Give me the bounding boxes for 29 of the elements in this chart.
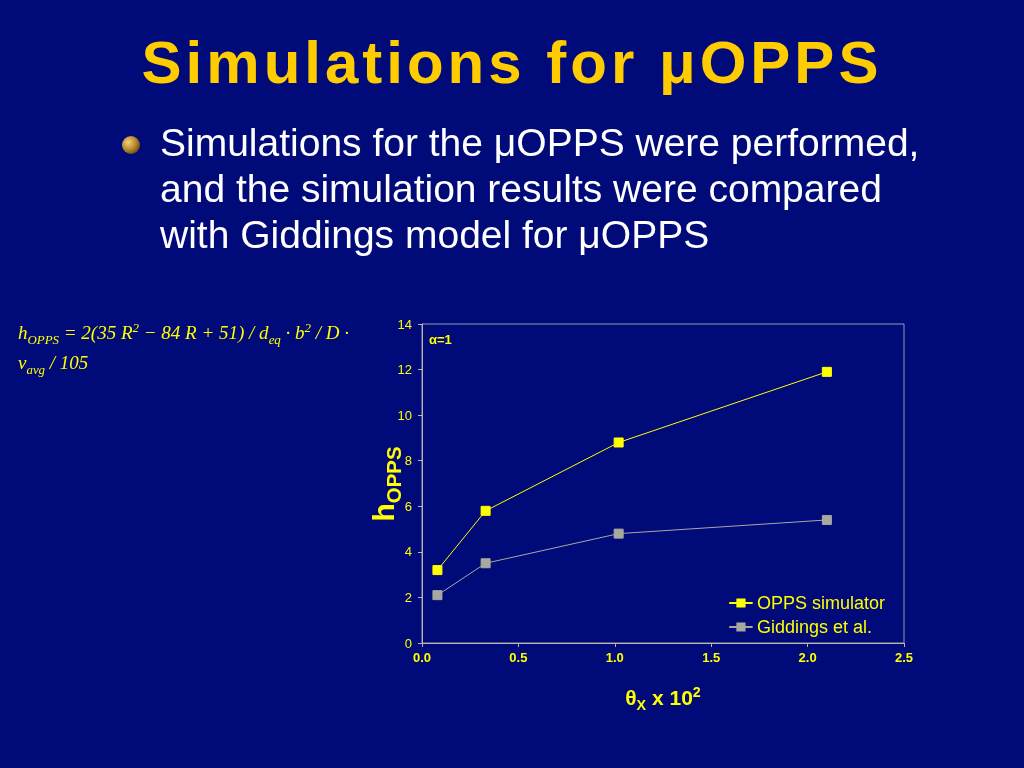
chart-subtitle: Simulations for the μOPPS were performed, and the simulation results were compared with Giddings model for μOPPS: [160, 120, 921, 258]
text: h$_{OPPS}$ = 2(35 R$^{2}$ − 84 R + 51) / d$_{eq}$ · b$^{2}$ / D · v$_{avg}$ / 105: [18, 319, 350, 377]
point: [480, 558, 491, 569]
y-tick-label: 4: [404, 544, 412, 560]
x-tick-label: 0.0: [412, 650, 432, 665]
y-tick-label: 0: [404, 635, 412, 651]
y-tick-label: 12: [397, 362, 412, 378]
point: [432, 590, 443, 601]
point: [432, 565, 443, 576]
y-tick-label: 10: [397, 407, 412, 423]
y-tick-label: 2: [404, 589, 412, 605]
x-tick-label: 1.0: [605, 650, 624, 665]
point: [613, 437, 624, 448]
legend-label: OPPS simulator: [756, 593, 886, 613]
legend-label: Giddings et al.: [756, 617, 873, 637]
x-axis-title: θ$_{X}$ x 10$^{2}$: [625, 684, 701, 714]
x-tick-label: 0.5: [509, 650, 528, 665]
x-tick-label: 2.0: [798, 650, 817, 665]
y-tick-label: 14: [397, 316, 412, 332]
point: [821, 514, 832, 525]
point: [821, 366, 832, 377]
point: [613, 528, 624, 539]
y-tick-label: 8: [404, 453, 412, 469]
point: [480, 505, 491, 516]
x-tick-label: 1.5: [702, 650, 721, 665]
chart-title: Simulations for μOPPS: [140, 28, 884, 97]
x-tick-label: 2.5: [894, 650, 914, 665]
annotation: α=1: [429, 332, 452, 347]
y-tick-label: 6: [404, 498, 412, 514]
